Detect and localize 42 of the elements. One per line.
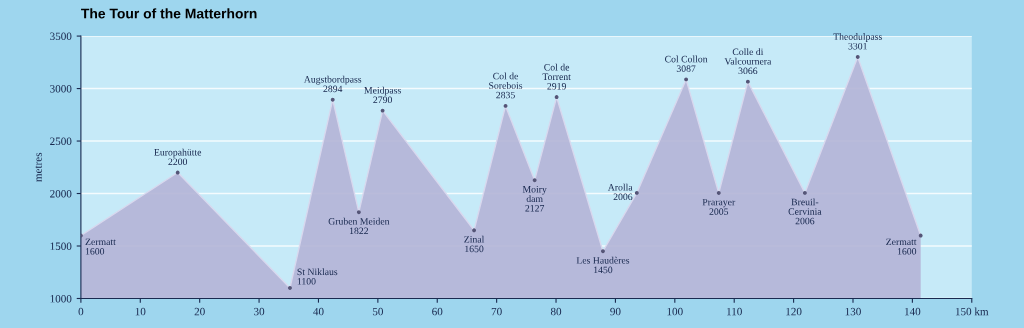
x-tick-label: 130 bbox=[845, 307, 861, 316]
annotation: St Niklaus 1100 bbox=[297, 268, 338, 285]
x-tick-label: 80 bbox=[550, 307, 562, 316]
y-tick-label: 1000 bbox=[50, 294, 72, 303]
annotation: Colle di Valcournera 3066 bbox=[724, 48, 772, 75]
annotation: Europahütte 2200 bbox=[154, 148, 202, 165]
annotation: Breuil- Cervinia 2006 bbox=[788, 198, 822, 225]
x-tick-label: 20 bbox=[194, 307, 205, 316]
x-tick-label: 100 bbox=[667, 307, 683, 316]
annotation: Les Haudères 1450 bbox=[576, 256, 630, 274]
y-tick-label: 3000 bbox=[50, 85, 72, 93]
annotation: Col de Sorebois 2835 bbox=[489, 72, 523, 99]
annotation: Zinal 1650 bbox=[464, 235, 485, 253]
annotation: Arolla 2006 bbox=[607, 183, 633, 201]
x-tick-label: 140 bbox=[905, 307, 921, 316]
annotation: Col de Torrent 2919 bbox=[542, 63, 571, 90]
x-tick-label: 150 km bbox=[955, 307, 989, 316]
annotation: Augstbordpass 2894 bbox=[303, 75, 362, 93]
y-tick-label: 1500 bbox=[50, 242, 72, 250]
y-tick-label: 2000 bbox=[50, 189, 72, 198]
x-tick-label: 50 bbox=[372, 307, 383, 316]
annotation: Zermatt 1600 bbox=[85, 238, 116, 255]
x-tick-label: 40 bbox=[313, 307, 324, 316]
y-tick-label: 2500 bbox=[50, 137, 72, 145]
x-tick-label: 90 bbox=[610, 307, 621, 316]
x-tick-label: 0 bbox=[78, 307, 84, 316]
annotation: Prarayer 2005 bbox=[702, 198, 736, 215]
annotation: Theodulpass 3301 bbox=[833, 33, 882, 50]
x-tick-label: 60 bbox=[432, 307, 443, 316]
x-tick-label: 70 bbox=[491, 307, 502, 316]
annotation: Col Collon 3087 bbox=[665, 55, 708, 72]
x-tick-label: 120 bbox=[786, 307, 802, 316]
annotation: Zermatt 1600 bbox=[886, 238, 917, 255]
annotation: Moiry dam 2127 bbox=[522, 186, 547, 212]
annotation: Gruben Meiden 1822 bbox=[328, 217, 390, 235]
x-tick-label: 30 bbox=[254, 307, 265, 316]
y-tick-label: 3500 bbox=[50, 32, 72, 41]
chart-title: The Tour of the Matterhorn bbox=[81, 8, 257, 19]
annotation: Meidpass 2790 bbox=[364, 86, 401, 104]
y-axis-title: metres bbox=[35, 152, 42, 182]
x-tick-label: 10 bbox=[135, 307, 146, 316]
x-tick-label: 110 bbox=[727, 307, 742, 316]
